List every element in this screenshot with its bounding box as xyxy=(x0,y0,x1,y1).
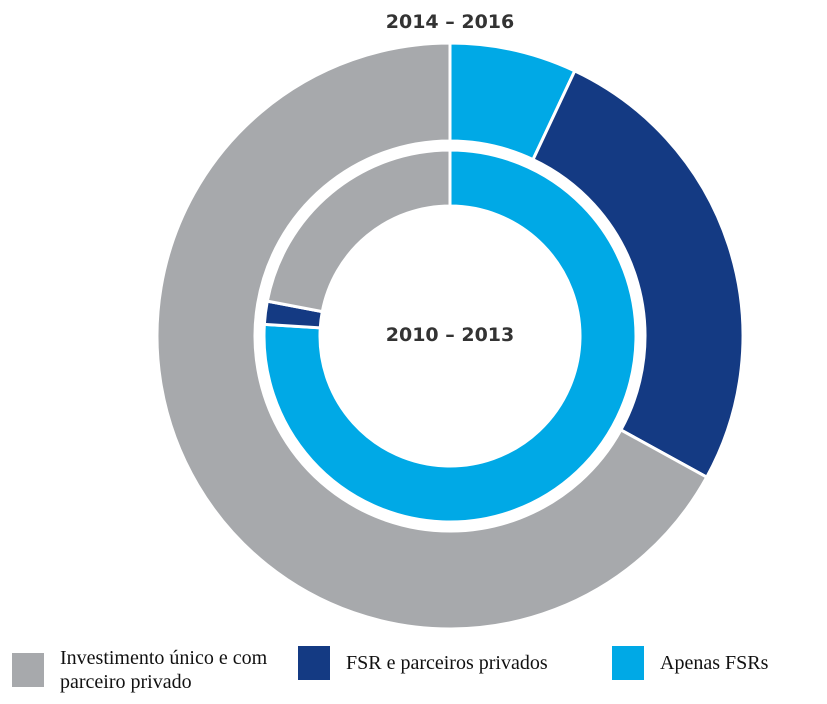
donut-segment xyxy=(155,41,709,631)
chart: 2014 – 2016 2010 – 2013 xyxy=(155,11,745,631)
legend-item: FSR e parceiros privados xyxy=(298,646,548,680)
legend-item: Apenas FSRs xyxy=(612,646,768,680)
inner-ring-title: 2010 – 2013 xyxy=(386,324,515,346)
donut-segment xyxy=(531,68,745,480)
legend-label: Apenas FSRs xyxy=(660,652,769,674)
legend-item: Investimento único e com parceiro privad… xyxy=(12,646,290,694)
legend-swatch xyxy=(612,646,644,680)
donut-segment xyxy=(265,148,452,314)
legend-swatch xyxy=(298,646,330,680)
legend-label: FSR e parceiros privados xyxy=(346,652,548,674)
legend-label: Investimento único e com parceiro privad… xyxy=(60,647,268,693)
outer-ring-title: 2014 – 2016 xyxy=(386,11,515,33)
legend-swatch xyxy=(12,653,44,687)
donut-segment xyxy=(262,148,638,524)
